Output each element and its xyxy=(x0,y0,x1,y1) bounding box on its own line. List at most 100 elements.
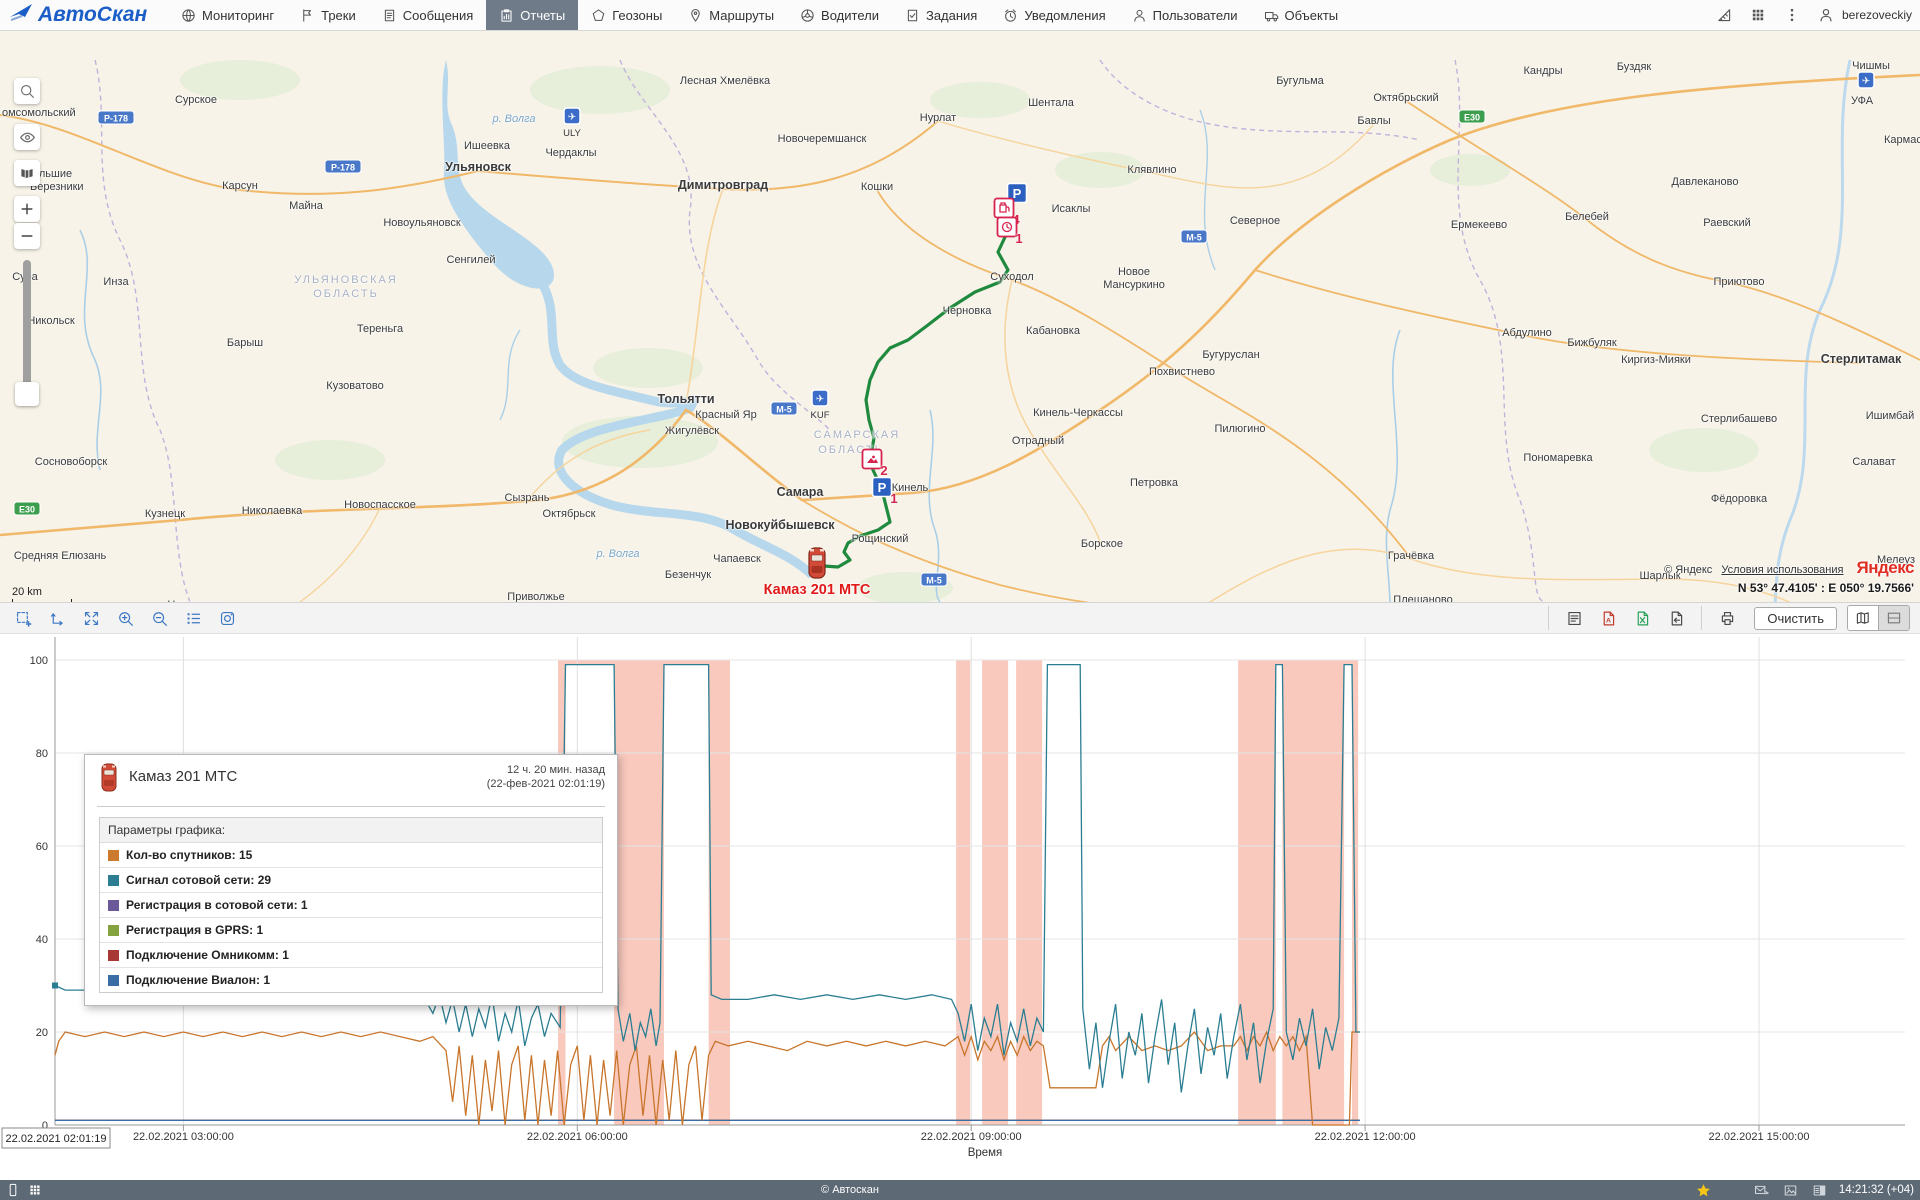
statusbar-left-icons xyxy=(6,1183,50,1197)
nav-item-steering-wheel[interactable]: Водители xyxy=(787,0,892,30)
nav-item-globe[interactable]: Мониторинг xyxy=(168,0,287,30)
vehicle-marker[interactable] xyxy=(808,547,826,579)
clear-button[interactable]: Очистить xyxy=(1754,606,1837,630)
fuel-marker[interactable] xyxy=(993,197,1015,219)
series-line-1[interactable] xyxy=(54,663,1360,1093)
map-view-toggle[interactable] xyxy=(1848,606,1878,630)
chart-params-button[interactable] xyxy=(179,606,207,630)
chart-region[interactable]: 0 20 40 60 80 100 22.02.2021 03:00:00 22.02.202… xyxy=(0,632,1920,1180)
map-city-label: УФА xyxy=(1851,95,1874,107)
select-area-button[interactable] xyxy=(9,606,37,630)
nav-item-message[interactable]: Сообщения xyxy=(369,0,487,30)
map-visibility-button[interactable] xyxy=(14,124,40,150)
grid9-icon[interactable] xyxy=(28,1183,42,1197)
map-zoom-out-button[interactable] xyxy=(14,223,40,249)
nav-item-geofence[interactable]: Геозоны xyxy=(578,0,675,30)
map-city-label: Лесная Хмелёвка xyxy=(680,75,771,87)
panel-icon[interactable] xyxy=(1812,1183,1827,1198)
series-line-0[interactable] xyxy=(54,1030,1360,1126)
nav-menu: Мониторинг Треки Сообщения Отчеты Геозоны Мар… xyxy=(168,0,1351,30)
nav-item-report[interactable]: Отчеты xyxy=(486,0,579,30)
print-button[interactable] xyxy=(1713,606,1741,630)
alarm-band xyxy=(982,660,1009,1125)
mail-icon[interactable] xyxy=(1754,1183,1769,1198)
export-load-button[interactable] xyxy=(1662,606,1690,630)
statusbar-right-icons xyxy=(1682,1183,1827,1198)
apps-grid-icon[interactable] xyxy=(1750,7,1766,23)
region-border xyxy=(1454,59,1546,602)
map-city-label: Приволжье xyxy=(507,591,564,602)
nav-item-task[interactable]: Задания xyxy=(892,0,990,30)
split-view-toggle[interactable] xyxy=(1878,606,1909,630)
report-form-button[interactable] xyxy=(1560,606,1588,630)
map-zoom-in-button[interactable] xyxy=(14,196,40,222)
nav-item-route-pin[interactable]: Маршруты xyxy=(675,0,787,30)
alarm-band xyxy=(1016,660,1043,1125)
map-city-label: Красный Яр xyxy=(695,409,756,421)
yandex-copyright: © Яндекс xyxy=(1664,564,1713,576)
map-city-label: Сызрань xyxy=(505,492,550,504)
track-route[interactable] xyxy=(822,186,1015,569)
map-region-label: САМАРСКАЯ xyxy=(814,429,900,441)
map-city-label: Октябрьский xyxy=(1373,92,1438,104)
tooltip-vehicle-name: Камаз 201 МТС xyxy=(129,768,238,785)
param-label-value: Подключение Омникомм: 1 xyxy=(126,948,289,962)
nav-item-flag[interactable]: Треки xyxy=(287,0,369,30)
water-river xyxy=(499,329,521,421)
fit-screen-button[interactable] xyxy=(77,606,105,630)
map-city-label: Исаклы xyxy=(1052,203,1091,215)
road-badge-label: Е30 xyxy=(19,505,35,515)
airport-marker[interactable] xyxy=(563,107,581,125)
nav-item-truck[interactable]: Объекты xyxy=(1251,0,1352,30)
map-forest xyxy=(1649,428,1759,472)
map-forest xyxy=(530,66,670,114)
map-layers-button[interactable] xyxy=(14,160,40,186)
map-forest xyxy=(1055,152,1145,188)
zoom-out-button[interactable] xyxy=(145,606,173,630)
map-scale: 20 km 10 mi xyxy=(12,586,72,602)
series-color-swatch xyxy=(108,924,119,936)
tooltip-param-row: Сигнал сотовой сети: 29 xyxy=(100,868,602,893)
marker-count: 1 xyxy=(1015,231,1022,246)
export-excel-button[interactable] xyxy=(1628,606,1656,630)
user-icon[interactable] xyxy=(1818,7,1834,23)
nav-item-user[interactable]: Пользователи xyxy=(1119,0,1251,30)
toolbar-separator xyxy=(1548,606,1550,630)
mobile-icon[interactable] xyxy=(6,1183,20,1197)
map-city-label: Давлеканово xyxy=(1672,176,1739,188)
terms-link[interactable]: Условия использования xyxy=(1721,564,1844,576)
map-city-label: Плешаново xyxy=(1393,594,1452,602)
water-river xyxy=(1199,109,1216,271)
map-search-button[interactable] xyxy=(14,78,40,104)
yandex-logo[interactable]: Яндекс xyxy=(1856,558,1915,577)
scale-bar xyxy=(12,599,72,602)
nav-item-alarm[interactable]: Уведомления xyxy=(990,0,1118,30)
record-button[interactable] xyxy=(213,606,241,630)
map-city-label: Тольятти xyxy=(657,392,714,406)
app-logo[interactable]: АвтоСкан xyxy=(8,1,168,30)
y-tick-label: 0 xyxy=(42,1120,48,1132)
alarm-band xyxy=(956,660,971,1125)
current-user-name[interactable]: berezoveckiy xyxy=(1841,8,1912,22)
zoom-in-button[interactable] xyxy=(111,606,139,630)
parking-marker[interactable] xyxy=(871,476,893,498)
star-icon[interactable] xyxy=(1696,1183,1711,1198)
measure-icon[interactable] xyxy=(1716,7,1732,23)
signal-chart[interactable]: 0 20 40 60 80 100 22.02.2021 03:00:00 22.02.202… xyxy=(0,632,1920,1180)
map-city-label: Никольск xyxy=(27,315,75,327)
image-icon[interactable] xyxy=(1783,1183,1798,1198)
map-region[interactable]: омсомольский Сурское ольшие Березники Лесная… xyxy=(0,30,1920,602)
move-axes-button[interactable] xyxy=(43,606,71,630)
airport-marker[interactable] xyxy=(1857,71,1875,89)
form-icon[interactable] xyxy=(1725,1183,1740,1198)
param-label-value: Подключение Виалон: 1 xyxy=(126,973,271,987)
map-city-label: Петровка xyxy=(1130,477,1179,489)
message-icon xyxy=(382,8,397,23)
more-menu-icon[interactable] xyxy=(1784,7,1800,23)
airport-marker[interactable] xyxy=(811,389,829,407)
map-zoom-slider-track[interactable] xyxy=(23,260,31,388)
map-zoom-slider-handle[interactable] xyxy=(15,382,39,406)
water-volga-reservoir xyxy=(442,60,555,289)
export-pdf-button[interactable]: A xyxy=(1594,606,1622,630)
